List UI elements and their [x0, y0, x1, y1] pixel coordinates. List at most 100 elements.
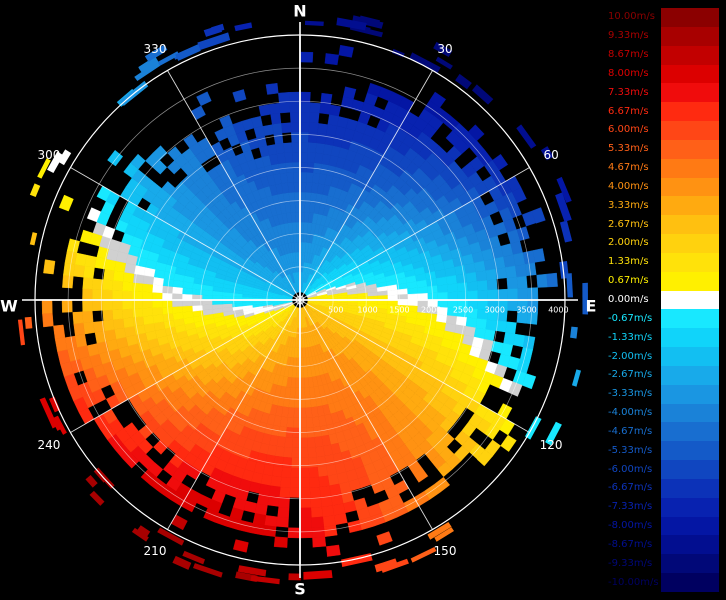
- velocity-cell: [299, 527, 313, 539]
- legend-swatch: [661, 271, 719, 292]
- velocity-cell: [310, 506, 324, 518]
- velocity-cell: [336, 17, 367, 31]
- velocity-cell: [61, 287, 73, 301]
- velocity-cell: [286, 51, 301, 63]
- velocity-cell: [293, 417, 301, 429]
- velocity-cell: [416, 279, 428, 288]
- velocity-cell: [289, 101, 301, 113]
- legend-label: 6.67m/s: [608, 105, 649, 117]
- velocity-cell: [123, 326, 136, 338]
- velocity-cell: [299, 417, 307, 429]
- velocity-cell: [82, 276, 94, 290]
- velocity-cell: [545, 421, 562, 446]
- compass-west: W: [0, 297, 18, 316]
- velocity-cell: [69, 226, 84, 242]
- velocity-cell: [305, 417, 314, 429]
- velocity-cell: [62, 274, 74, 289]
- velocity-cell: [506, 276, 518, 290]
- velocity-cell: [312, 536, 327, 548]
- legend-swatch: [661, 422, 719, 442]
- velocity-cell: [61, 299, 73, 313]
- velocity-cell: [307, 437, 316, 449]
- velocity-cell: [58, 194, 74, 212]
- velocity-cell: [274, 62, 289, 74]
- legend-label: 8.67m/s: [608, 49, 649, 61]
- velocity-cell: [322, 515, 336, 527]
- velocity-cell: [71, 287, 83, 301]
- velocity-cell: [182, 550, 206, 565]
- velocity-cell: [279, 172, 288, 184]
- velocity-cell: [485, 319, 498, 332]
- legend-label: -6.00m/s: [608, 463, 653, 475]
- velocity-cell: [409, 52, 441, 73]
- velocity-cell: [264, 515, 278, 527]
- range-label: 1000: [357, 306, 377, 315]
- velocity-cell: [456, 282, 468, 292]
- velocity-cell: [274, 526, 289, 538]
- velocity-cell: [292, 427, 301, 439]
- velocity-cell: [211, 303, 223, 310]
- range-label: 4000: [548, 306, 568, 315]
- azimuth-label: 150: [434, 544, 457, 558]
- velocity-cell: [515, 322, 527, 336]
- velocity-cell: [324, 53, 340, 66]
- legend-label: -10.00m/s: [608, 576, 659, 588]
- velocity-cell: [101, 299, 113, 311]
- legend-label: 5.33m/s: [608, 143, 649, 155]
- velocity-cell: [434, 527, 454, 542]
- velocity-cell: [122, 308, 134, 319]
- legend-label: -8.00m/s: [608, 520, 653, 532]
- legend-swatch: [661, 215, 719, 235]
- velocity-cell: [89, 490, 105, 506]
- velocity-cell: [290, 121, 301, 133]
- legend-swatch: [661, 441, 719, 461]
- velocity-cell: [376, 531, 393, 546]
- velocity-cell: [515, 264, 527, 278]
- velocity-cell: [299, 91, 312, 103]
- velocity-cell: [72, 275, 84, 289]
- velocity-cell: [203, 24, 223, 37]
- velocity-cell: [112, 270, 125, 282]
- velocity-cell: [324, 454, 336, 467]
- velocity-cell: [446, 283, 458, 293]
- velocity-cell: [232, 539, 249, 553]
- velocity-cell: [42, 312, 54, 328]
- velocity-cell: [309, 486, 321, 498]
- legend-label: -3.33m/s: [608, 388, 653, 400]
- velocity-cell: [273, 536, 288, 548]
- velocity-cell: [82, 310, 94, 324]
- velocity-cell: [81, 288, 93, 301]
- velocity-cell: [299, 447, 309, 459]
- range-label: 2500: [453, 306, 473, 315]
- velocity-cell: [102, 319, 115, 332]
- velocity-cell: [292, 151, 301, 163]
- velocity-cell: [47, 151, 64, 174]
- velocity-cell: [82, 191, 98, 208]
- velocity-cell: [57, 149, 72, 166]
- velocity-cell: [291, 141, 301, 153]
- legend-label: 8.00m/s: [608, 67, 649, 79]
- legend-swatch: [661, 26, 719, 47]
- velocity-cell: [338, 44, 354, 58]
- velocity-cell: [85, 475, 98, 488]
- velocity-cell: [157, 51, 180, 66]
- velocity-cell: [291, 447, 301, 459]
- velocity-cell: [311, 516, 325, 528]
- velocity-cell: [279, 486, 291, 498]
- azimuth-line: [299, 299, 530, 433]
- velocity-cell: [314, 436, 324, 448]
- velocity-cell: [387, 289, 399, 296]
- range-label: 1500: [389, 306, 409, 315]
- grid-labels: N S E W 30 60 120 150 210 240 300 330 500 1000 1500 200…: [0, 2, 596, 599]
- azimuth-label: 120: [540, 438, 563, 452]
- velocity-cell: [181, 305, 193, 313]
- velocity-cell: [299, 131, 310, 143]
- velocity-cell: [81, 299, 93, 312]
- velocity-cell: [536, 273, 548, 288]
- velocity-cell: [464, 262, 477, 274]
- velocity-cell: [407, 293, 419, 301]
- legend-swatch: [661, 497, 719, 518]
- velocity-cell: [72, 311, 84, 325]
- velocity-cell: [270, 475, 282, 488]
- velocity-cell: [133, 324, 146, 336]
